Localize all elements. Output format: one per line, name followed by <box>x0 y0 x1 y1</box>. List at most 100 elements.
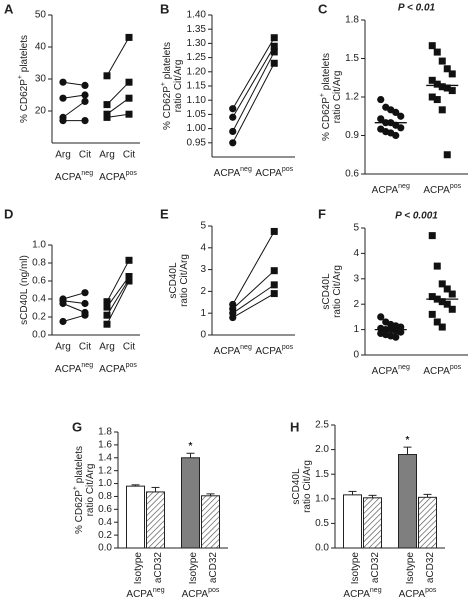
group-label: ACPApos <box>423 364 461 376</box>
label-part: platelets <box>162 42 173 82</box>
y-tick-label: 2.0 <box>315 444 329 455</box>
y-tick-label: 1 <box>200 308 206 319</box>
panel-letter: B <box>160 1 169 16</box>
x-tick-label: Arg <box>55 342 71 353</box>
pair-line <box>62 100 86 118</box>
marker <box>443 84 451 92</box>
group-name: ACPA <box>423 366 450 377</box>
y-tick-label: 1.00 <box>187 123 207 134</box>
marker <box>81 97 89 105</box>
x-tick-label: Arg <box>55 150 71 161</box>
y-tick-label: 1.5 <box>345 53 359 64</box>
pair-line <box>62 300 86 304</box>
panel-letter: A <box>4 1 14 16</box>
group-name: ACPA <box>99 364 126 375</box>
marker <box>103 303 111 311</box>
x-tick-label: Cit <box>123 150 135 161</box>
y-tick-label: 4 <box>353 248 359 259</box>
y-tick-label: 0.4 <box>32 294 46 305</box>
bar <box>363 497 382 549</box>
pair-line <box>106 37 130 77</box>
pair-line <box>62 292 86 300</box>
marker <box>377 115 385 123</box>
marker <box>428 293 436 301</box>
marker <box>270 290 278 298</box>
group-sup: neg <box>81 362 93 369</box>
marker <box>392 131 400 140</box>
group-label: ACPApos <box>255 344 293 356</box>
pair-line <box>62 314 86 322</box>
group-name: ACPA <box>55 172 82 183</box>
marker <box>229 139 237 147</box>
group-name: ACPA <box>372 185 399 196</box>
x-tick-label: aCD32 <box>370 552 381 584</box>
group-sup: pos <box>126 170 138 177</box>
marker <box>392 108 400 116</box>
y-axis-label: % CD62P+ platelets <box>160 42 172 130</box>
group-name: ACPA <box>255 168 282 179</box>
marker <box>377 313 385 321</box>
panel-letter: H <box>290 419 299 434</box>
y-tick-label: 0.0 <box>98 543 112 554</box>
y-axis-label: sCD40L <box>321 273 332 310</box>
marker <box>125 94 133 102</box>
pair-line <box>106 97 130 115</box>
group-label: ACPApos <box>182 587 220 599</box>
x-tick-label: Cit <box>79 342 91 353</box>
group-sup: neg <box>370 587 382 594</box>
pair-line <box>106 81 130 105</box>
label-part: + <box>160 82 167 86</box>
marker <box>229 313 237 322</box>
y-tick-label: 1.05 <box>187 109 207 120</box>
y-axis-label: % CD62P+ platelets <box>72 446 84 534</box>
marker <box>448 290 456 298</box>
group-label: ACPAneg <box>343 587 381 599</box>
y-tick-label: 0 <box>200 330 206 341</box>
group-label: ACPApos <box>99 170 137 182</box>
marker <box>103 101 111 109</box>
y-tick-label: 1.35 <box>187 24 207 35</box>
y-tick-label: 4 <box>200 242 206 253</box>
marker <box>270 48 278 56</box>
marker <box>125 256 133 264</box>
marker <box>428 310 436 318</box>
annotation: * <box>189 441 193 452</box>
y-tick-label: 0.4 <box>98 517 112 528</box>
y-axis-label: ratio Cit/Arg <box>179 254 190 307</box>
marker <box>103 298 111 306</box>
x-tick-label: Isotype <box>133 552 144 585</box>
y-tick-label: 1.8 <box>98 427 112 438</box>
group-sup: pos <box>126 362 138 369</box>
marker <box>103 320 111 328</box>
label-part: ratio Cit/Arg <box>179 254 190 307</box>
x-tick-label: Cit <box>123 342 135 353</box>
group-sup: neg <box>240 344 252 351</box>
panel-letter: G <box>72 419 82 434</box>
group-label: ACPAneg <box>214 344 252 356</box>
x-tick-label: Arg <box>99 150 115 161</box>
label-part: ratio Cit/Arg <box>332 71 343 124</box>
marker <box>125 110 133 118</box>
marker <box>125 277 133 285</box>
marker <box>433 262 441 270</box>
marker <box>270 281 278 289</box>
panel-letter: C <box>318 1 328 16</box>
y-axis-label: ratio Cit/Arg <box>332 71 343 124</box>
label-part: sCD40L <box>321 273 332 310</box>
pair-line <box>232 51 275 132</box>
y-tick-label: 0.2 <box>98 530 112 541</box>
marker <box>270 42 278 50</box>
y-axis-label: ratio Cit/Arg <box>302 460 313 513</box>
pair-line <box>106 280 130 325</box>
marker <box>433 96 441 104</box>
group-name: ACPA <box>182 589 209 600</box>
x-tick-label: aCD32 <box>208 552 219 584</box>
group-sup: neg <box>81 170 93 177</box>
pair-line <box>106 260 130 302</box>
marker <box>443 300 451 308</box>
group-sup: pos <box>450 183 462 190</box>
pair-line <box>232 284 275 314</box>
group-name: ACPA <box>423 185 450 196</box>
marker <box>397 124 405 132</box>
